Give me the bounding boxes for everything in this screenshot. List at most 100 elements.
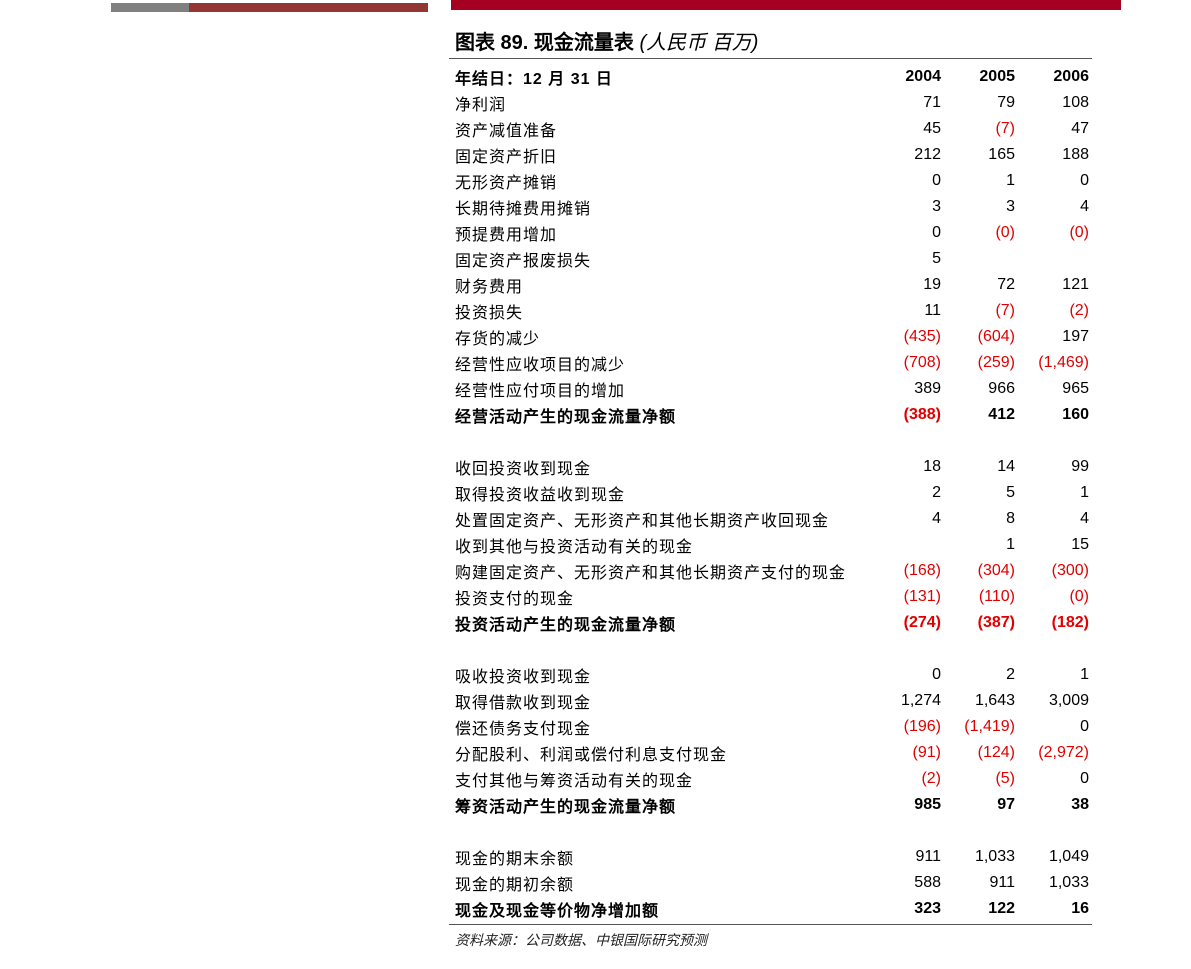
row-value: 99 — [1071, 458, 1089, 475]
row-value: 985 — [914, 796, 941, 813]
row-value: 911 — [989, 874, 1015, 891]
row-value: 16 — [1071, 900, 1089, 917]
row-value: (435) — [903, 328, 941, 345]
row-label: 投资损失 — [455, 305, 524, 322]
row-label: 收到其他与投资活动有关的现金 — [455, 539, 694, 556]
row-label: 资产减值准备 — [455, 123, 558, 140]
row-value: (7) — [995, 302, 1015, 319]
row-value: 0 — [1080, 172, 1089, 189]
table-row: 分配股利、利润或偿付利息支付现金 (91) (124) (2,972) — [449, 740, 1092, 766]
spacer-row — [449, 818, 1092, 844]
row-value: (168) — [903, 562, 941, 579]
row-value: 966 — [988, 380, 1015, 397]
row-value: 0 — [1080, 770, 1089, 787]
row-value: 389 — [914, 380, 941, 397]
row-value: (1,419) — [964, 718, 1015, 735]
row-value — [1015, 246, 1092, 272]
spacer-row — [449, 636, 1092, 662]
row-value: 4 — [1080, 510, 1089, 527]
row-label: 无形资产摊销 — [455, 175, 558, 192]
row-label: 收回投资收到现金 — [455, 461, 592, 478]
row-value: 72 — [997, 276, 1015, 293]
row-value: 79 — [997, 94, 1015, 111]
row-label: 吸收投资收到现金 — [455, 669, 592, 686]
row-label: 购建固定资产、无形资产和其他长期资产支付的现金 — [455, 565, 847, 582]
row-value: 45 — [923, 120, 941, 137]
table-row: 吸收投资收到现金 0 2 1 — [449, 662, 1092, 688]
table-row: 偿还债务支付现金 (196) (1,419) 0 — [449, 714, 1092, 740]
row-label: 经营性应收项目的减少 — [455, 357, 626, 374]
row-label: 财务费用 — [455, 279, 524, 296]
row-value: (5) — [995, 770, 1015, 787]
row-value: (110) — [978, 588, 1015, 605]
row-value: 14 — [997, 458, 1015, 475]
row-label: 取得借款收到现金 — [455, 695, 592, 712]
row-label: 处置固定资产、无形资产和其他长期资产收回现金 — [455, 513, 830, 530]
row-label: 净利润 — [455, 97, 507, 114]
row-value: 323 — [914, 900, 941, 917]
row-value: (300) — [1051, 562, 1089, 579]
row-value: 197 — [1062, 328, 1089, 345]
row-value: 8 — [1006, 510, 1015, 527]
row-value: 1 — [1080, 484, 1089, 501]
row-label: 经营活动产生的现金流量净额 — [455, 409, 677, 426]
row-value: 11 — [924, 302, 941, 319]
table-row: 净利润 71 79 108 — [449, 90, 1092, 116]
row-value: 412 — [988, 406, 1015, 423]
header-bar-red — [451, 0, 1121, 10]
table-row: 现金的期初余额 588 911 1,033 — [449, 870, 1092, 896]
subtotal-row: 筹资活动产生的现金流量净额 985 97 38 — [449, 792, 1092, 818]
row-value: (0) — [1069, 224, 1089, 241]
table-row: 资产减值准备 45 (7) 47 — [449, 116, 1092, 142]
spacer-cell — [449, 818, 1092, 844]
source-note: 资料来源：公司数据、中银国际研究预测 — [455, 932, 707, 948]
row-value: 5 — [932, 250, 941, 267]
row-label: 存货的减少 — [455, 331, 541, 348]
row-value: 1,049 — [1048, 848, 1089, 865]
row-value: 97 — [997, 796, 1015, 813]
row-label: 分配股利、利润或偿付利息支付现金 — [455, 747, 728, 764]
table-row: 财务费用 19 72 121 — [449, 272, 1092, 298]
row-value: 18 — [923, 458, 941, 475]
row-value: (708) — [903, 354, 941, 371]
row-value: 165 — [988, 146, 1015, 163]
row-label: 固定资产报废损失 — [455, 253, 592, 270]
row-value: (274) — [903, 614, 941, 631]
row-value: (604) — [977, 328, 1015, 345]
subtotal-row: 现金及现金等价物净增加额 323 122 16 — [449, 896, 1092, 922]
row-value: 160 — [1062, 406, 1089, 423]
table-row: 预提费用增加 0 (0) (0) — [449, 220, 1092, 246]
header-bar-gray — [111, 3, 189, 12]
row-value: 188 — [1062, 146, 1089, 163]
row-value: 212 — [914, 146, 941, 163]
row-value: (304) — [977, 562, 1015, 579]
row-value — [867, 532, 941, 558]
row-value: 0 — [932, 666, 941, 683]
row-label: 筹资活动产生的现金流量净额 — [455, 799, 677, 816]
row-label: 取得投资收益收到现金 — [455, 487, 626, 504]
row-value: 1 — [1006, 172, 1015, 189]
row-value: 3 — [1006, 198, 1015, 215]
row-value: (7) — [995, 120, 1015, 137]
row-label: 偿还债务支付现金 — [455, 721, 592, 738]
table-row: 购建固定资产、无形资产和其他长期资产支付的现金 (168) (304) (300) — [449, 558, 1092, 584]
row-label: 现金的期末余额 — [455, 851, 575, 868]
row-value — [941, 246, 1015, 272]
table-row: 取得投资收益收到现金 2 5 1 — [449, 480, 1092, 506]
row-value: 4 — [1080, 198, 1089, 215]
top-rule — [449, 58, 1092, 59]
header-label: 年结日：12 月 31 日 — [455, 71, 613, 88]
table-row: 支付其他与筹资活动有关的现金 (2) (5) 0 — [449, 766, 1092, 792]
row-value: (182) — [1051, 614, 1089, 631]
row-value: 588 — [914, 874, 941, 891]
row-value: 5 — [1006, 484, 1015, 501]
table-row: 投资损失 11 (7) (2) — [449, 298, 1092, 324]
row-value: 38 — [1071, 796, 1089, 813]
row-value: (259) — [977, 354, 1015, 371]
row-value: 108 — [1062, 94, 1089, 111]
row-label: 预提费用增加 — [455, 227, 558, 244]
row-value: 121 — [1062, 276, 1089, 293]
row-value: (196) — [903, 718, 941, 735]
row-value: 71 — [923, 94, 941, 111]
header-year: 2005 — [979, 68, 1015, 85]
